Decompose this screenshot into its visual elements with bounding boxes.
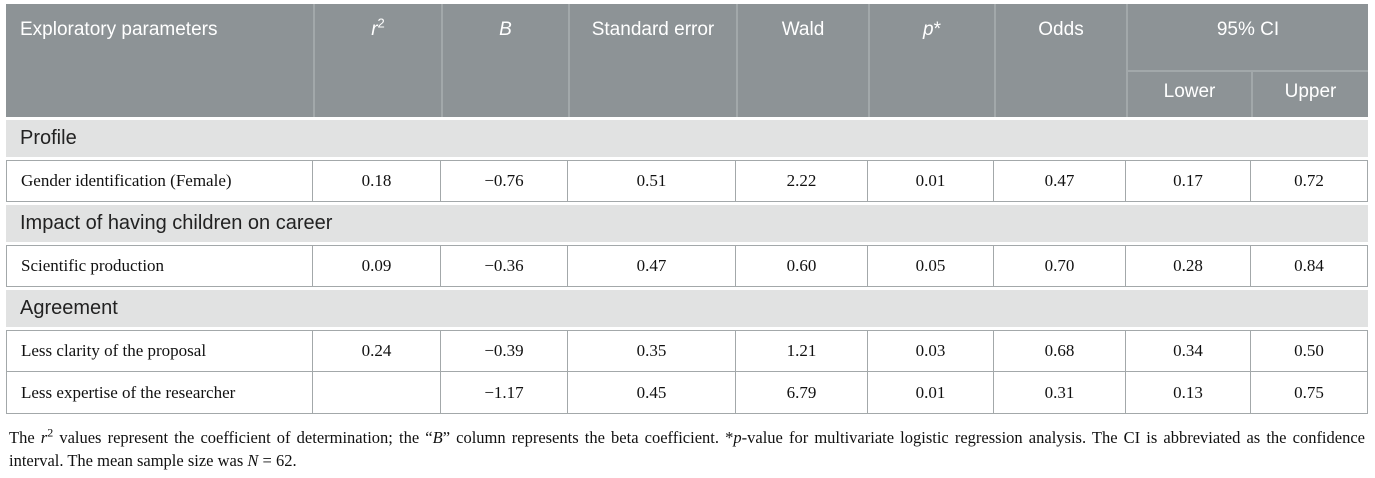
table-row-scientific-production: Scientific production 0.09 −0.36 0.47 0.… [6, 245, 1368, 287]
value-cell: 0.28 [1126, 245, 1251, 287]
value-cell: 0.45 [568, 372, 736, 414]
value-cell: 0.35 [568, 330, 736, 372]
value-cell: 0.60 [736, 245, 868, 287]
col-header-standard-error: Standard error [568, 4, 736, 117]
value-cell: 0.68 [994, 330, 1126, 372]
col-header-p: p* [868, 4, 994, 117]
value-cell: 6.79 [736, 372, 868, 414]
value-cell: 0.31 [994, 372, 1126, 414]
section-label: Impact of having children on career [6, 202, 1368, 245]
table-footnote: The r2 values represent the coefficient … [9, 425, 1365, 470]
value-cell: 0.75 [1251, 372, 1368, 414]
value-cell: 0.09 [313, 245, 441, 287]
value-cell: 0.47 [994, 160, 1126, 202]
col-header-ci-upper: Upper [1251, 72, 1368, 117]
col-header-b: B [441, 4, 568, 117]
value-cell: 0.70 [994, 245, 1126, 287]
value-cell: 0.01 [868, 160, 994, 202]
value-cell: −0.39 [441, 330, 568, 372]
value-cell: 2.22 [736, 160, 868, 202]
table-row-gender-identification: Gender identification (Female) 0.18 −0.7… [6, 160, 1368, 202]
regression-results-table: Exploratory parameters r2 B Standard err… [6, 4, 1368, 414]
value-cell: 0.01 [868, 372, 994, 414]
table-row-less-expertise: Less expertise of the researcher −1.17 0… [6, 372, 1368, 414]
value-cell [313, 372, 441, 414]
value-cell: 0.17 [1126, 160, 1251, 202]
section-label: Profile [6, 117, 1368, 160]
row-label: Scientific production [6, 245, 313, 287]
value-cell: 0.51 [568, 160, 736, 202]
col-header-95-ci: 95% CI [1126, 4, 1368, 72]
value-cell: −1.17 [441, 372, 568, 414]
col-header-ci-lower: Lower [1126, 72, 1251, 117]
value-cell: 0.13 [1126, 372, 1251, 414]
value-cell: 0.24 [313, 330, 441, 372]
col-header-exploratory-parameters: Exploratory parameters [6, 4, 313, 117]
value-cell: 0.34 [1126, 330, 1251, 372]
value-cell: −0.36 [441, 245, 568, 287]
value-cell: 0.05 [868, 245, 994, 287]
section-row-profile: Profile [6, 117, 1368, 160]
value-cell: 0.84 [1251, 245, 1368, 287]
col-header-odds: Odds [994, 4, 1126, 117]
value-cell: 0.18 [313, 160, 441, 202]
section-row-agreement: Agreement [6, 287, 1368, 330]
value-cell: 1.21 [736, 330, 868, 372]
value-cell: 0.03 [868, 330, 994, 372]
value-cell: 0.72 [1251, 160, 1368, 202]
value-cell: −0.76 [441, 160, 568, 202]
row-label: Less expertise of the researcher [6, 372, 313, 414]
col-header-wald: Wald [736, 4, 868, 117]
row-label: Less clarity of the proposal [6, 330, 313, 372]
section-row-impact-of-children: Impact of having children on career [6, 202, 1368, 245]
value-cell: 0.50 [1251, 330, 1368, 372]
row-label: Gender identification (Female) [6, 160, 313, 202]
value-cell: 0.47 [568, 245, 736, 287]
section-label: Agreement [6, 287, 1368, 330]
table-row-less-clarity: Less clarity of the proposal 0.24 −0.39 … [6, 330, 1368, 372]
col-header-r-squared: r2 [313, 4, 441, 117]
